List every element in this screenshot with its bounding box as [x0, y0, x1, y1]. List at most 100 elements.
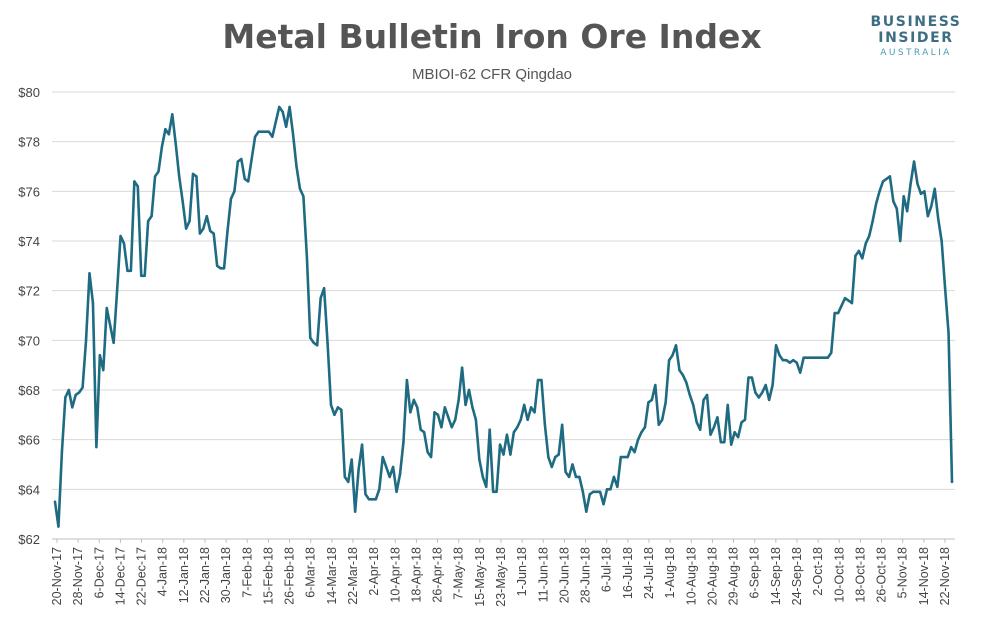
- data-point: [226, 229, 229, 233]
- data-point: [874, 202, 878, 205]
- data-point: [385, 465, 388, 469]
- y-tick-label: $72: [18, 284, 40, 299]
- data-point: [781, 359, 785, 362]
- data-point: [419, 428, 422, 431]
- data-point: [888, 175, 892, 178]
- data-point: [146, 219, 150, 223]
- data-point: [619, 455, 622, 459]
- data-point: [716, 416, 719, 419]
- data-point: [305, 254, 309, 258]
- data-point: [198, 232, 202, 235]
- data-point: [374, 498, 378, 501]
- data-point: [378, 488, 381, 491]
- x-tick-label: 1-Jun-18: [515, 547, 529, 596]
- data-point: [105, 306, 108, 310]
- data-point: [733, 431, 736, 434]
- data-point: [502, 453, 505, 456]
- data-point: [274, 120, 277, 124]
- y-tick-label: $68: [18, 383, 40, 398]
- x-tick-label: 20-Jun-18: [557, 547, 571, 603]
- data-point: [57, 525, 60, 528]
- data-point: [498, 443, 502, 446]
- data-point: [333, 413, 336, 417]
- x-tick-label: 16-Jul-18: [621, 547, 635, 599]
- data-point: [53, 500, 57, 503]
- data-point: [764, 383, 767, 387]
- data-point: [802, 356, 805, 359]
- data-point: [412, 398, 415, 402]
- x-tick-label: 24-Sep-18: [790, 547, 804, 605]
- data-point: [167, 133, 171, 136]
- data-point: [460, 366, 464, 369]
- data-point: [98, 354, 102, 357]
- data-point: [885, 177, 888, 181]
- data-point: [357, 468, 360, 471]
- data-point: [747, 376, 750, 379]
- x-axis: 20-Nov-17 28-Nov-17 6-Dec-17 14-Dec-17 22-De…: [50, 539, 952, 607]
- data-point: [533, 411, 536, 414]
- data-point: [429, 455, 433, 459]
- data-point: [564, 470, 567, 474]
- data-point: [919, 192, 923, 196]
- data-point: [119, 234, 122, 238]
- data-point: [771, 383, 774, 387]
- data-point: [761, 391, 764, 394]
- data-point: [291, 133, 295, 136]
- x-tick-label: 26-Feb-18: [283, 547, 297, 605]
- data-point: [516, 426, 519, 429]
- data-point: [309, 336, 312, 340]
- data-point: [519, 418, 522, 421]
- data-point: [388, 475, 391, 479]
- data-point: [912, 160, 916, 163]
- data-point: [816, 356, 819, 359]
- data-point: [709, 433, 712, 436]
- data-point: [809, 356, 812, 359]
- data-point: [405, 378, 409, 382]
- data-point: [550, 465, 553, 469]
- data-point: [340, 408, 343, 412]
- x-tick-label: 7-Feb-18: [240, 547, 254, 598]
- x-tick-label: 26-Apr-18: [431, 547, 445, 603]
- x-tick-label: 22-Nov-18: [938, 547, 952, 605]
- data-point: [188, 219, 191, 223]
- data-point: [750, 376, 754, 379]
- data-point: [578, 475, 581, 479]
- data-point: [861, 257, 864, 260]
- x-tick-label: 12-Jan-18: [177, 547, 191, 603]
- data-point: [730, 443, 733, 446]
- x-tick-label: 24-Jul-18: [642, 547, 656, 599]
- data-point: [140, 274, 143, 277]
- data-point: [633, 450, 636, 454]
- data-point: [812, 356, 816, 359]
- data-point: [288, 105, 291, 109]
- data-point: [443, 406, 447, 409]
- data-point: [257, 130, 260, 133]
- data-point: [450, 426, 453, 429]
- y-tick-label: $78: [18, 135, 40, 150]
- data-point: [347, 480, 350, 484]
- x-tick-label: 30-Jan-18: [219, 547, 233, 603]
- data-point: [409, 411, 412, 414]
- x-tick-label: 14-Dec-17: [113, 547, 127, 605]
- data-point: [495, 490, 498, 494]
- data-point: [209, 229, 212, 233]
- data-point: [457, 398, 460, 402]
- x-tick-label: 20-Aug-18: [705, 547, 719, 605]
- data-point: [923, 190, 926, 193]
- data-point: [402, 440, 405, 444]
- data-point: [609, 488, 612, 491]
- x-tick-label: 6-Sep-18: [748, 547, 762, 598]
- data-point: [847, 299, 850, 302]
- data-point: [657, 423, 660, 426]
- data-point: [795, 361, 798, 364]
- data-point: [688, 393, 691, 397]
- data-point: [81, 386, 84, 389]
- data-point: [805, 356, 809, 359]
- data-point: [164, 128, 167, 131]
- data-point: [115, 289, 119, 292]
- data-point: [826, 356, 829, 359]
- data-point: [636, 438, 640, 441]
- data-point: [174, 142, 177, 146]
- data-point: [422, 431, 426, 434]
